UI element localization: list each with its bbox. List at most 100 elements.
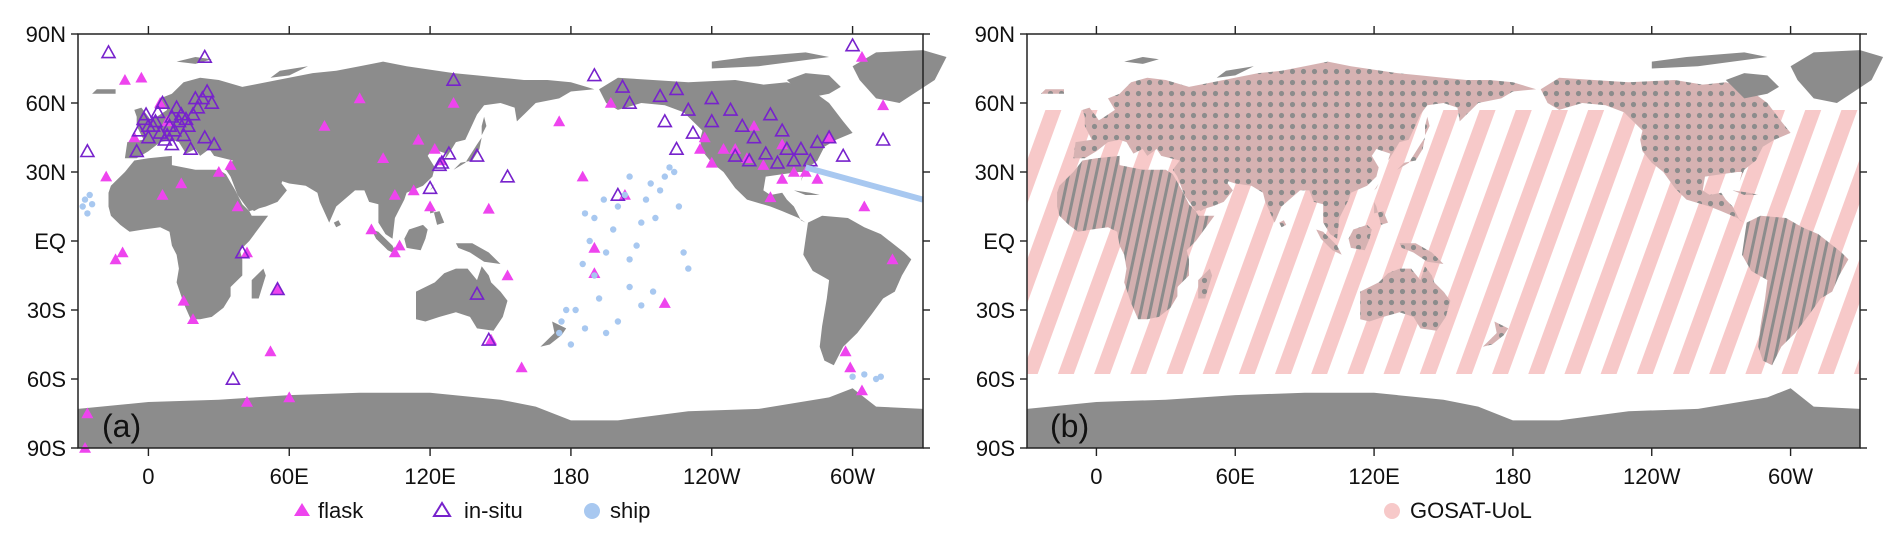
ship-point xyxy=(567,341,575,348)
insitu-site xyxy=(441,145,457,160)
ship-point xyxy=(581,210,589,217)
flask-site xyxy=(858,200,871,212)
panel-a: 90N 60N 30N EQ 30S 60S 90S 0 60E 120E 180 120W 60W (… xyxy=(26,22,947,523)
ship-point xyxy=(626,256,633,263)
insitu-site xyxy=(100,44,117,59)
land-iceland xyxy=(92,89,116,94)
legend-flask-icon xyxy=(294,503,310,516)
flask-site xyxy=(705,156,718,168)
lat-tick-label: 60N xyxy=(975,91,1015,116)
flask-site xyxy=(231,200,244,212)
insitu-site xyxy=(685,124,701,139)
flask-site xyxy=(698,131,711,143)
flask-site xyxy=(588,241,601,253)
land-antarctica xyxy=(78,388,923,448)
gosat-land-arctic-islands xyxy=(1651,52,1768,69)
lon-tick-label: 180 xyxy=(1495,464,1532,489)
ship-point xyxy=(581,325,589,332)
insitu-site xyxy=(196,129,213,144)
flask-site xyxy=(177,294,190,306)
land-arctic-islands xyxy=(711,52,830,69)
insitu-site xyxy=(138,106,154,121)
legend-flask-label: flask xyxy=(318,498,364,523)
legend-ship-icon xyxy=(584,503,600,519)
insitu-site xyxy=(480,331,497,346)
land-arabia xyxy=(230,169,287,212)
insitu-site xyxy=(875,131,891,146)
insitu-site xyxy=(586,67,603,82)
insitu-site xyxy=(786,152,802,167)
flask-site xyxy=(604,97,617,108)
lat-tick-label: 90S xyxy=(976,436,1015,461)
ship-point xyxy=(558,318,565,325)
ship-point xyxy=(610,226,617,233)
flask-site xyxy=(128,131,141,143)
flask-site xyxy=(212,166,225,177)
flask-site xyxy=(135,71,148,83)
ship-point xyxy=(563,306,570,314)
flask-site xyxy=(175,177,188,189)
legend-insitu-label: in-situ xyxy=(464,498,523,523)
insitu-site xyxy=(614,78,631,93)
insitu-site xyxy=(668,81,685,96)
gosat-land-iceland xyxy=(1040,89,1064,94)
insitu-site xyxy=(164,108,180,123)
flask-site xyxy=(501,269,514,281)
gosat-land-philippines xyxy=(1374,201,1388,225)
ship-point xyxy=(79,203,86,210)
flask-site xyxy=(388,246,401,258)
insitu-site xyxy=(433,154,450,169)
insitu-site xyxy=(652,87,668,103)
ship-point xyxy=(595,295,603,302)
flask-site xyxy=(855,384,868,396)
flask-site xyxy=(81,407,94,419)
land-masses xyxy=(1027,50,1884,448)
land-sri-lanka xyxy=(333,220,341,228)
ship-point xyxy=(638,302,645,309)
insitu-site xyxy=(147,113,164,128)
flask-site xyxy=(424,200,437,212)
panel-label-b: (b) xyxy=(1050,408,1089,444)
insitu-site xyxy=(680,101,697,116)
gosat-land-cuba xyxy=(1732,190,1759,195)
gosat-land-taiwan xyxy=(1374,183,1379,191)
land-novaya-zemlya xyxy=(270,66,308,78)
flask-site xyxy=(271,283,284,295)
insitu-site xyxy=(779,140,795,155)
insitu-site xyxy=(140,129,157,144)
ship-point xyxy=(586,237,593,245)
gosat-land-borneo xyxy=(1348,224,1372,251)
ship-point xyxy=(633,242,640,249)
insitu-site xyxy=(189,99,206,114)
insitu-site xyxy=(727,147,744,162)
land-europe-asia xyxy=(124,61,595,239)
flask-site xyxy=(877,99,890,111)
insitu-site xyxy=(185,106,201,121)
insitu-site xyxy=(422,179,438,195)
flask-site xyxy=(447,97,460,108)
flask-site xyxy=(407,184,420,196)
gosat-land-new-guinea xyxy=(1399,243,1444,264)
insitu-site xyxy=(182,140,199,155)
flask-site xyxy=(318,120,331,131)
insitu-site xyxy=(164,136,180,151)
insitu-site xyxy=(159,127,176,142)
land-cuba xyxy=(793,190,820,195)
lon-tick-label: 60E xyxy=(270,464,309,489)
insitu-site xyxy=(610,186,626,201)
flask-site xyxy=(118,74,131,85)
insitu-site xyxy=(187,90,204,105)
flask-site xyxy=(388,189,401,200)
lon-tick-label: 60E xyxy=(1216,464,1255,489)
ship-point xyxy=(680,249,687,256)
panel-label-a: (a) xyxy=(102,408,141,444)
land-baffin xyxy=(786,73,841,99)
flask-site xyxy=(855,51,868,62)
insitu-site xyxy=(203,94,220,109)
insitu-site xyxy=(835,147,852,162)
flask-site xyxy=(553,115,566,127)
ship-point xyxy=(656,187,664,194)
legend-gosat-icon xyxy=(1384,503,1400,519)
ship-point xyxy=(661,173,668,180)
